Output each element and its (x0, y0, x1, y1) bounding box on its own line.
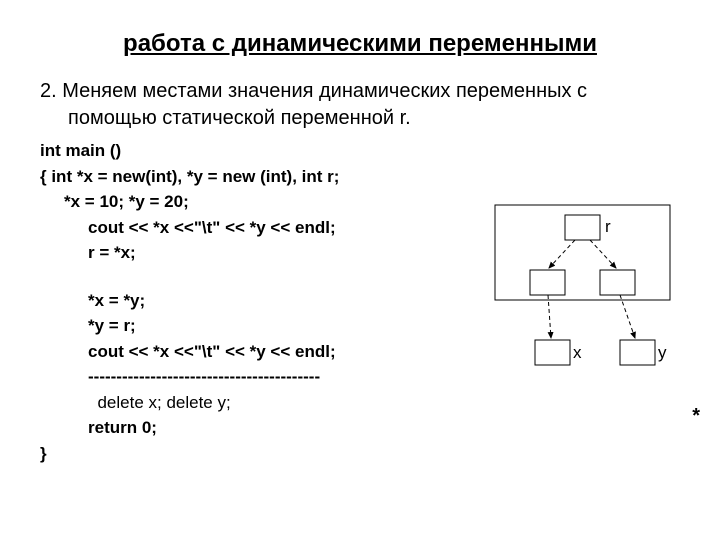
code-line: return 0; (40, 415, 680, 441)
code-line: } (40, 441, 680, 467)
svg-text:x: x (573, 343, 582, 362)
svg-text:y: y (658, 343, 667, 362)
page-title: работа с динамическими переменными (40, 30, 680, 58)
code-line: int main () (40, 138, 680, 164)
subtitle-line1: 2. Меняем местами значения динамических … (40, 78, 680, 105)
diagram-svg: r x y (485, 195, 680, 395)
subtitle-line2: помощью статической переменной r. (68, 105, 680, 132)
subtitle: 2. Меняем местами значения динамических … (40, 78, 680, 132)
asterisk-note: * (692, 405, 700, 428)
svg-text:r: r (605, 217, 611, 236)
code-line: { int *x = new(int), *y = new (int), int… (40, 164, 680, 190)
swap-diagram: r x y (485, 195, 680, 395)
